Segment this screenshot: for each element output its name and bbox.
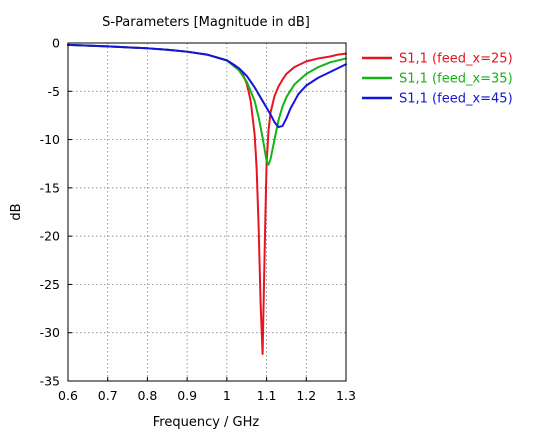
plot-frame: [67, 42, 347, 382]
series-lines: [67, 43, 347, 355]
y-tick-labels: 0 -5 -10 -15 -20 -25 -30 -35: [40, 36, 72, 389]
legend-label-3: S1,1 (feed_x=45): [399, 92, 513, 107]
chart-title: S-Parameters [Magnitude in dB]: [102, 15, 310, 30]
x-tick-labels: 0.6 0.7 0.8 0.9 1 1.1 1.2 1.3: [58, 377, 356, 403]
legend-label-1: S1,1 (feed_x=25): [399, 52, 513, 67]
legend-label-2: S1,1 (feed_x=35): [399, 72, 513, 87]
x-axis-title: Frequency / GHz: [153, 415, 260, 430]
y-tick-label: -25: [40, 277, 60, 292]
x-tick-label: 1.1: [257, 388, 277, 403]
y-tick-label: -35: [40, 374, 60, 389]
x-tick-label: 0.7: [98, 388, 118, 403]
y-tick-label: 0: [52, 36, 60, 51]
y-tick-label: -10: [40, 132, 60, 147]
x-tick-label: 1.3: [336, 388, 356, 403]
y-tick-label: -20: [40, 229, 60, 244]
y-tick-label: -15: [40, 180, 60, 195]
y-tick-label: -30: [40, 325, 60, 340]
x-tick-label: 1.2: [296, 388, 316, 403]
x-tick-label: 0.6: [58, 388, 78, 403]
x-tick-label: 1: [223, 388, 231, 403]
y-tick-label: -5: [48, 84, 60, 99]
grid: [68, 43, 346, 381]
x-tick-label: 0.9: [177, 388, 197, 403]
legend: S1,1 (feed_x=25) S1,1 (feed_x=35) S1,1 (fe…: [362, 52, 513, 107]
series-line-3: [67, 43, 347, 129]
y-axis-title: dB: [9, 203, 24, 220]
x-tick-label: 0.8: [137, 388, 157, 403]
